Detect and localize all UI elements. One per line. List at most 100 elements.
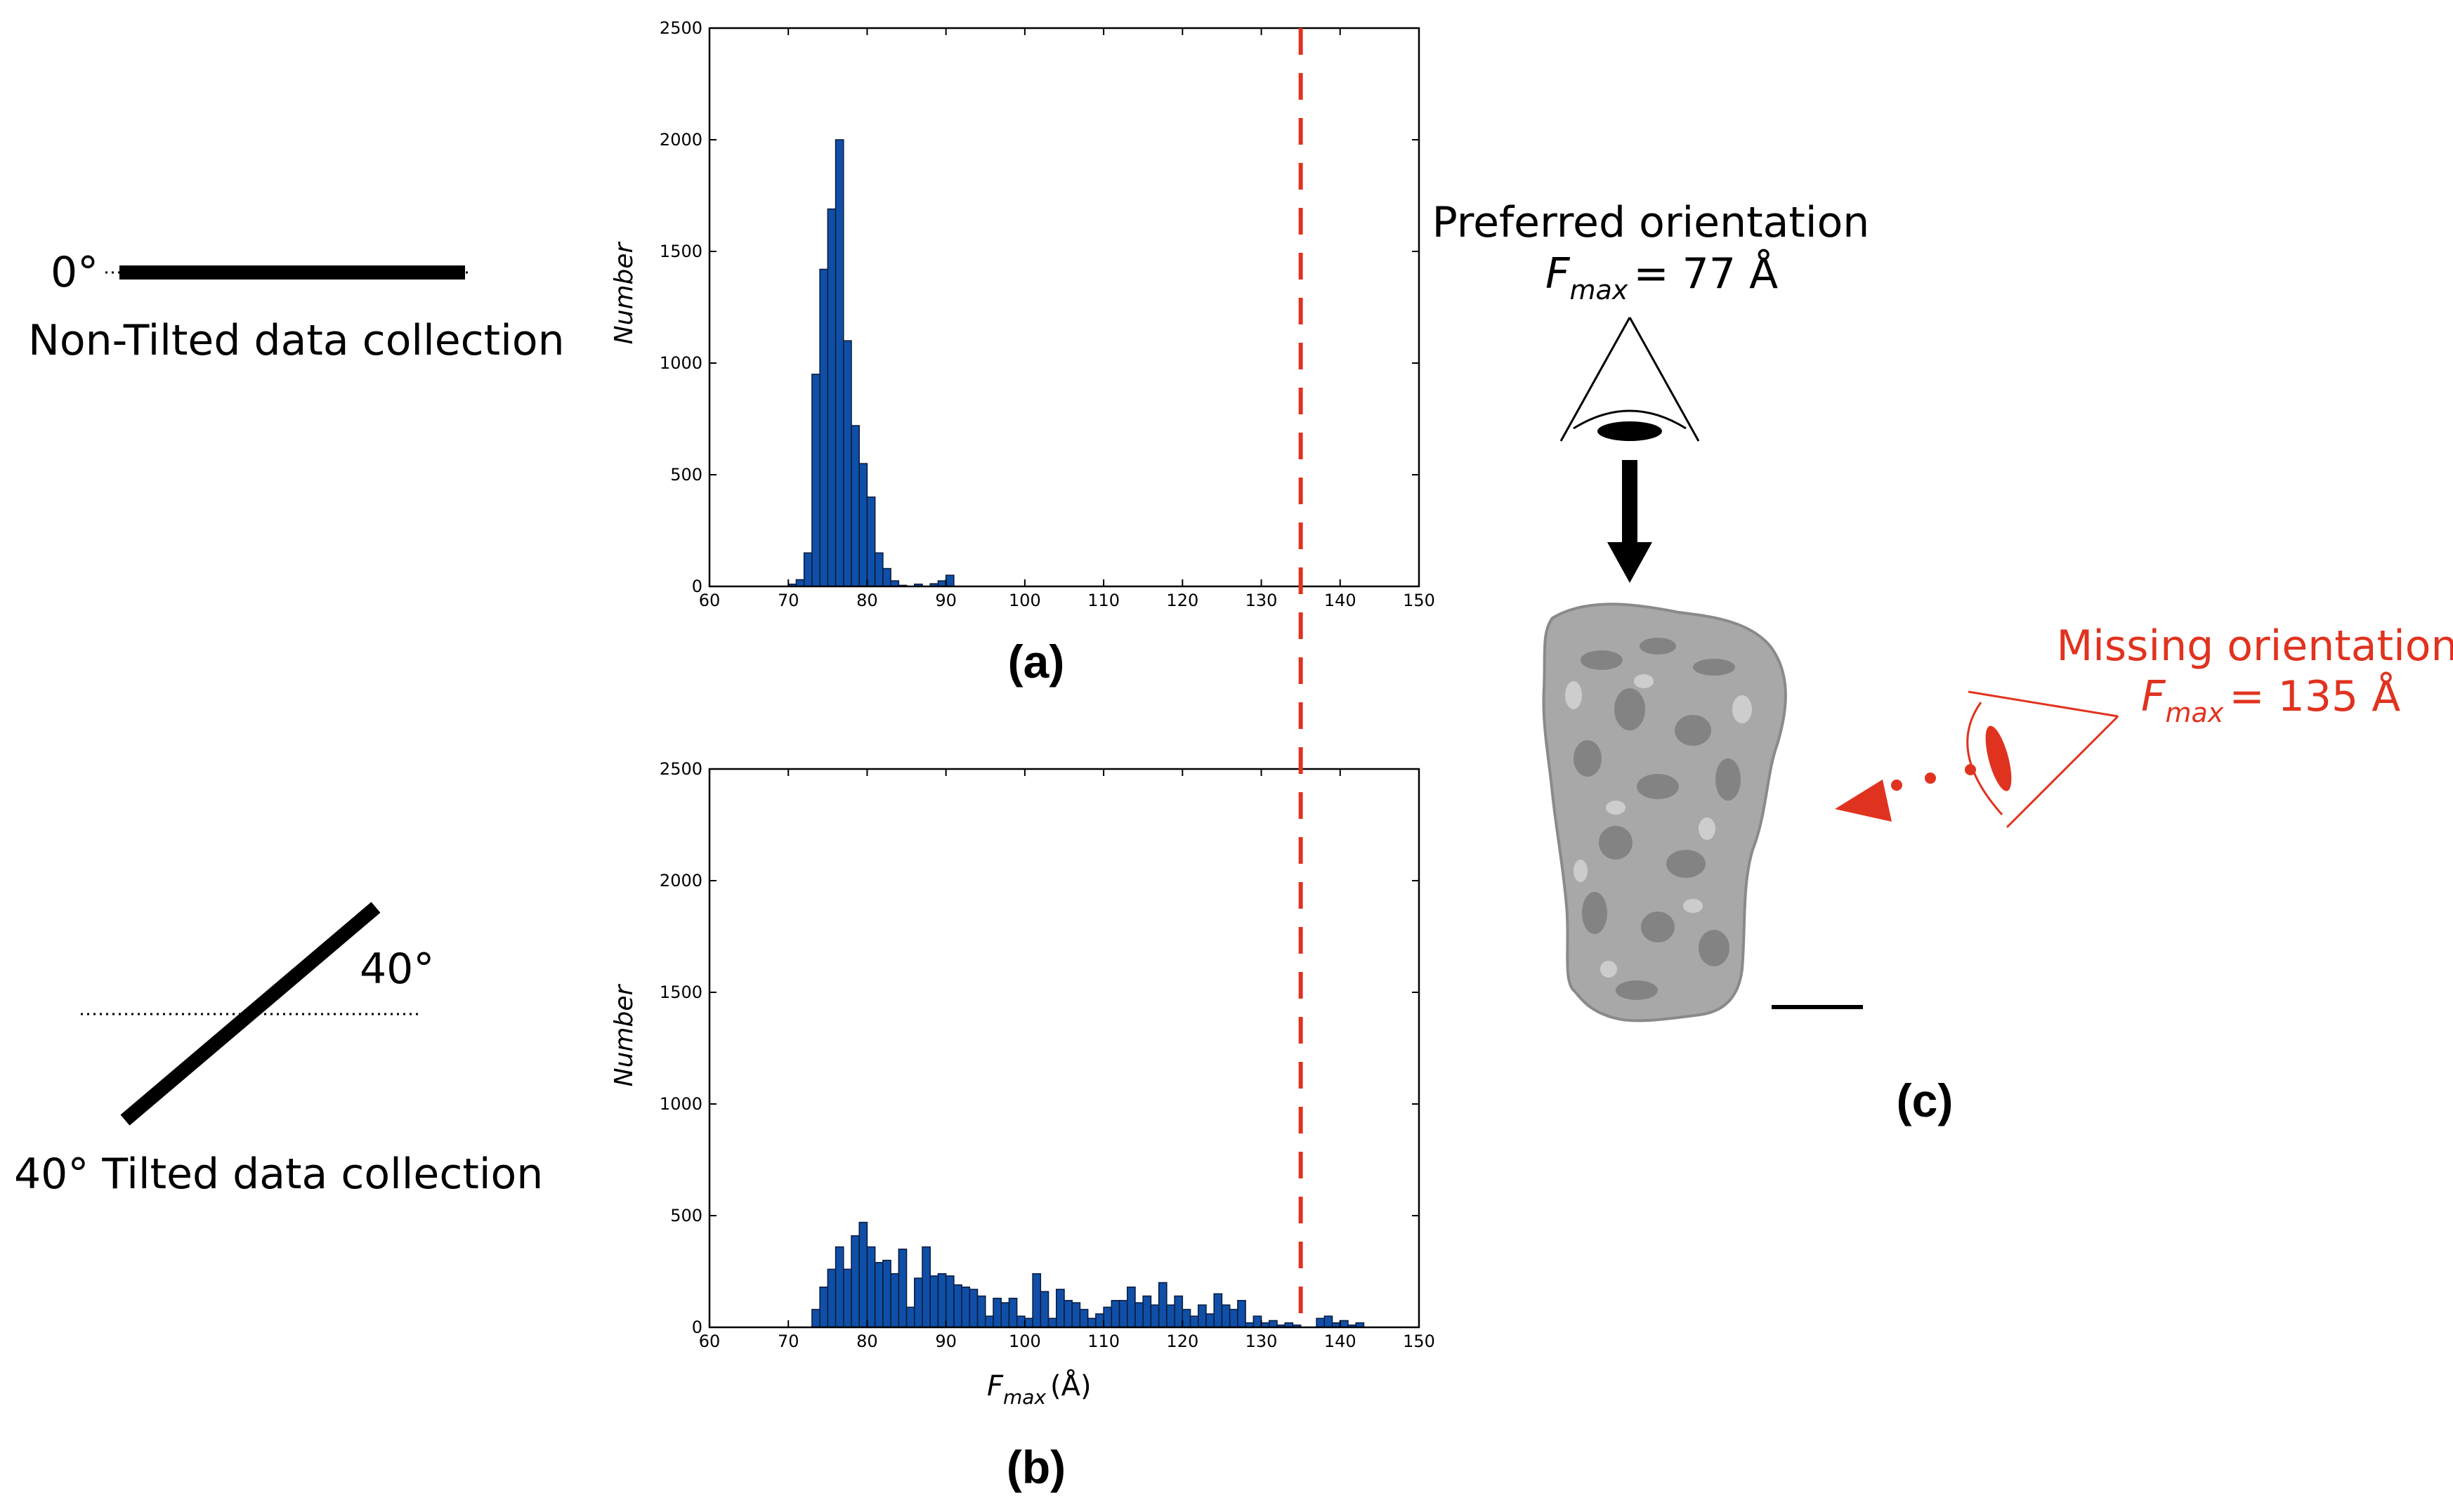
preferred-fmax-label: Fmax = 77 Å bbox=[1545, 249, 1778, 305]
preferred-orientation-title: Preferred orientation bbox=[1432, 198, 1870, 247]
histogram-bar-b-32 bbox=[1064, 1300, 1073, 1328]
histogram-bar-a-7 bbox=[843, 340, 852, 587]
x-tick-label: 100 bbox=[1009, 591, 1041, 610]
histogram-bar-b-39 bbox=[1118, 1300, 1128, 1328]
histogram-bar-b-14 bbox=[922, 1246, 931, 1328]
histogram-bar-b-24 bbox=[1000, 1302, 1010, 1328]
histogram-bar-b-0 bbox=[811, 1308, 820, 1328]
histogram-bar-b-53 bbox=[1229, 1308, 1238, 1328]
plot-frame-b bbox=[708, 768, 1420, 1329]
histogram-bar-b-16 bbox=[937, 1273, 947, 1328]
preferred-sub: max bbox=[1570, 275, 1628, 305]
x-tick-label: 110 bbox=[1087, 591, 1120, 610]
x-tick-label: 130 bbox=[1245, 591, 1278, 610]
histogram-bar-b-41 bbox=[1134, 1302, 1144, 1328]
histogram-bar-b-2 bbox=[827, 1268, 837, 1328]
histogram-bar-b-43 bbox=[1150, 1304, 1160, 1328]
non-tilted-label: Non-Tilted data collection bbox=[28, 316, 565, 365]
histogram-bar-b-3 bbox=[835, 1246, 844, 1328]
y-tick-labels-b: 0 500 1000 1500 2000 2500 bbox=[660, 759, 1419, 1337]
histogram-bar-b-8 bbox=[874, 1262, 884, 1328]
missing-orientation-group: Missing orientation Fmax = 135 Å bbox=[1835, 622, 2453, 829]
histogram-bar-b-11 bbox=[898, 1248, 908, 1328]
y-tick-label: 0 bbox=[692, 577, 702, 596]
preferred-value: = 77 Å bbox=[1633, 249, 1778, 298]
histogram-bar-a-11 bbox=[874, 552, 884, 587]
non-tilted-schematic: 0° Non-Tilted data collection bbox=[28, 248, 565, 365]
histogram-bar-b-38 bbox=[1111, 1300, 1120, 1328]
missing-fmax-label: Fmax = 135 Å bbox=[2141, 671, 2400, 728]
histogram-bar-b-31 bbox=[1056, 1289, 1065, 1328]
x-tick-label: 130 bbox=[1245, 1332, 1278, 1351]
histogram-bar-b-45 bbox=[1166, 1304, 1175, 1328]
histogram-bar-a-1 bbox=[795, 579, 805, 587]
x-axis-label-b: Fmax (Å) bbox=[987, 1369, 1092, 1409]
histogram-bar-b-36 bbox=[1095, 1313, 1104, 1328]
panel-label-b: (b) bbox=[1007, 1441, 1066, 1493]
histogram-bar-a-4 bbox=[819, 268, 829, 587]
histogram-bar-a-5 bbox=[827, 208, 837, 587]
x-tick-label: 60 bbox=[699, 1332, 721, 1351]
missing-f: F bbox=[2141, 672, 2166, 721]
x-tick-labels-a: 60 70 80 90 100 110 120 130 140 150 bbox=[699, 28, 1435, 610]
y-tick-label: 2000 bbox=[660, 130, 702, 150]
y-tick-label: 1000 bbox=[660, 353, 702, 373]
x-axis-label-unit: (Å) bbox=[1050, 1369, 1092, 1402]
histogram-bar-b-62 bbox=[1316, 1317, 1326, 1328]
histogram-panel-b: 60 70 80 90 100 110 120 130 140 150 0 500 1000 1500 2… bbox=[610, 759, 1435, 1493]
histogram-bar-a-10 bbox=[866, 497, 876, 587]
x-tick-label: 70 bbox=[778, 1332, 799, 1351]
histogram-bar-b-21 bbox=[976, 1295, 986, 1328]
missing-value: = 135 Å bbox=[2229, 671, 2400, 721]
x-axis-label-f: F bbox=[987, 1370, 1004, 1402]
histogram-bar-b-12 bbox=[905, 1306, 915, 1328]
density-map-image bbox=[1542, 603, 1787, 1023]
x-tick-label: 140 bbox=[1324, 1332, 1356, 1351]
histogram-bar-b-19 bbox=[961, 1287, 971, 1328]
eye-side-icon bbox=[1966, 690, 2119, 829]
histogram-bar-b-23 bbox=[993, 1297, 1002, 1328]
x-tick-label: 150 bbox=[1403, 591, 1435, 610]
histogram-bar-a-9 bbox=[858, 463, 868, 587]
histogram-bar-b-46 bbox=[1174, 1295, 1184, 1328]
histogram-bar-b-52 bbox=[1221, 1304, 1231, 1328]
eye-top-icon bbox=[1559, 317, 1700, 442]
y-axis-label-b: Number bbox=[610, 983, 639, 1086]
histogram-bar-b-25 bbox=[1008, 1297, 1018, 1328]
x-tick-labels-b: 60 70 80 90 100 110 120 130 140 150 bbox=[699, 769, 1435, 1351]
histogram-bar-b-1 bbox=[819, 1287, 829, 1328]
histogram-bar-b-17 bbox=[945, 1275, 955, 1328]
histogram-a-bars bbox=[787, 139, 955, 587]
histogram-bar-b-9 bbox=[882, 1259, 891, 1328]
histogram-bar-b-29 bbox=[1040, 1291, 1049, 1328]
x-tick-label: 70 bbox=[778, 591, 799, 610]
histogram-bar-b-15 bbox=[929, 1275, 939, 1328]
histogram-bar-b-33 bbox=[1071, 1302, 1081, 1328]
histogram-bar-a-12 bbox=[882, 567, 891, 587]
histogram-bar-b-26 bbox=[1016, 1315, 1026, 1328]
histogram-bar-b-44 bbox=[1158, 1282, 1167, 1328]
histogram-bar-b-54 bbox=[1237, 1300, 1246, 1328]
histogram-bar-b-18 bbox=[953, 1284, 962, 1328]
histogram-bar-b-27 bbox=[1024, 1317, 1033, 1328]
preferred-f: F bbox=[1545, 249, 1571, 298]
y-tick-label: 500 bbox=[670, 1206, 702, 1225]
x-tick-label: 120 bbox=[1166, 1332, 1198, 1351]
x-tick-label: 80 bbox=[856, 591, 878, 610]
histogram-bar-b-58 bbox=[1269, 1320, 1278, 1328]
histogram-bar-b-34 bbox=[1079, 1308, 1089, 1328]
y-tick-label: 500 bbox=[670, 465, 702, 485]
y-tick-label: 2500 bbox=[660, 18, 702, 38]
histogram-bar-a-6 bbox=[835, 139, 844, 587]
panel-label-a: (a) bbox=[1008, 636, 1065, 688]
histogram-b-bars bbox=[811, 1221, 1365, 1328]
histogram-bar-b-22 bbox=[985, 1315, 994, 1328]
y-tick-label: 2000 bbox=[660, 871, 702, 890]
y-tick-label: 1000 bbox=[660, 1094, 702, 1114]
histogram-bar-b-4 bbox=[843, 1268, 852, 1328]
histogram-panel-a: 60 70 80 90 100 110 120 130 140 150 0 500 1000 1500 2… bbox=[610, 18, 1435, 688]
histogram-bar-b-40 bbox=[1127, 1287, 1136, 1328]
histogram-bar-b-20 bbox=[969, 1289, 979, 1328]
y-tick-label: 1500 bbox=[660, 982, 702, 1002]
y-tick-label: 1500 bbox=[660, 242, 702, 261]
